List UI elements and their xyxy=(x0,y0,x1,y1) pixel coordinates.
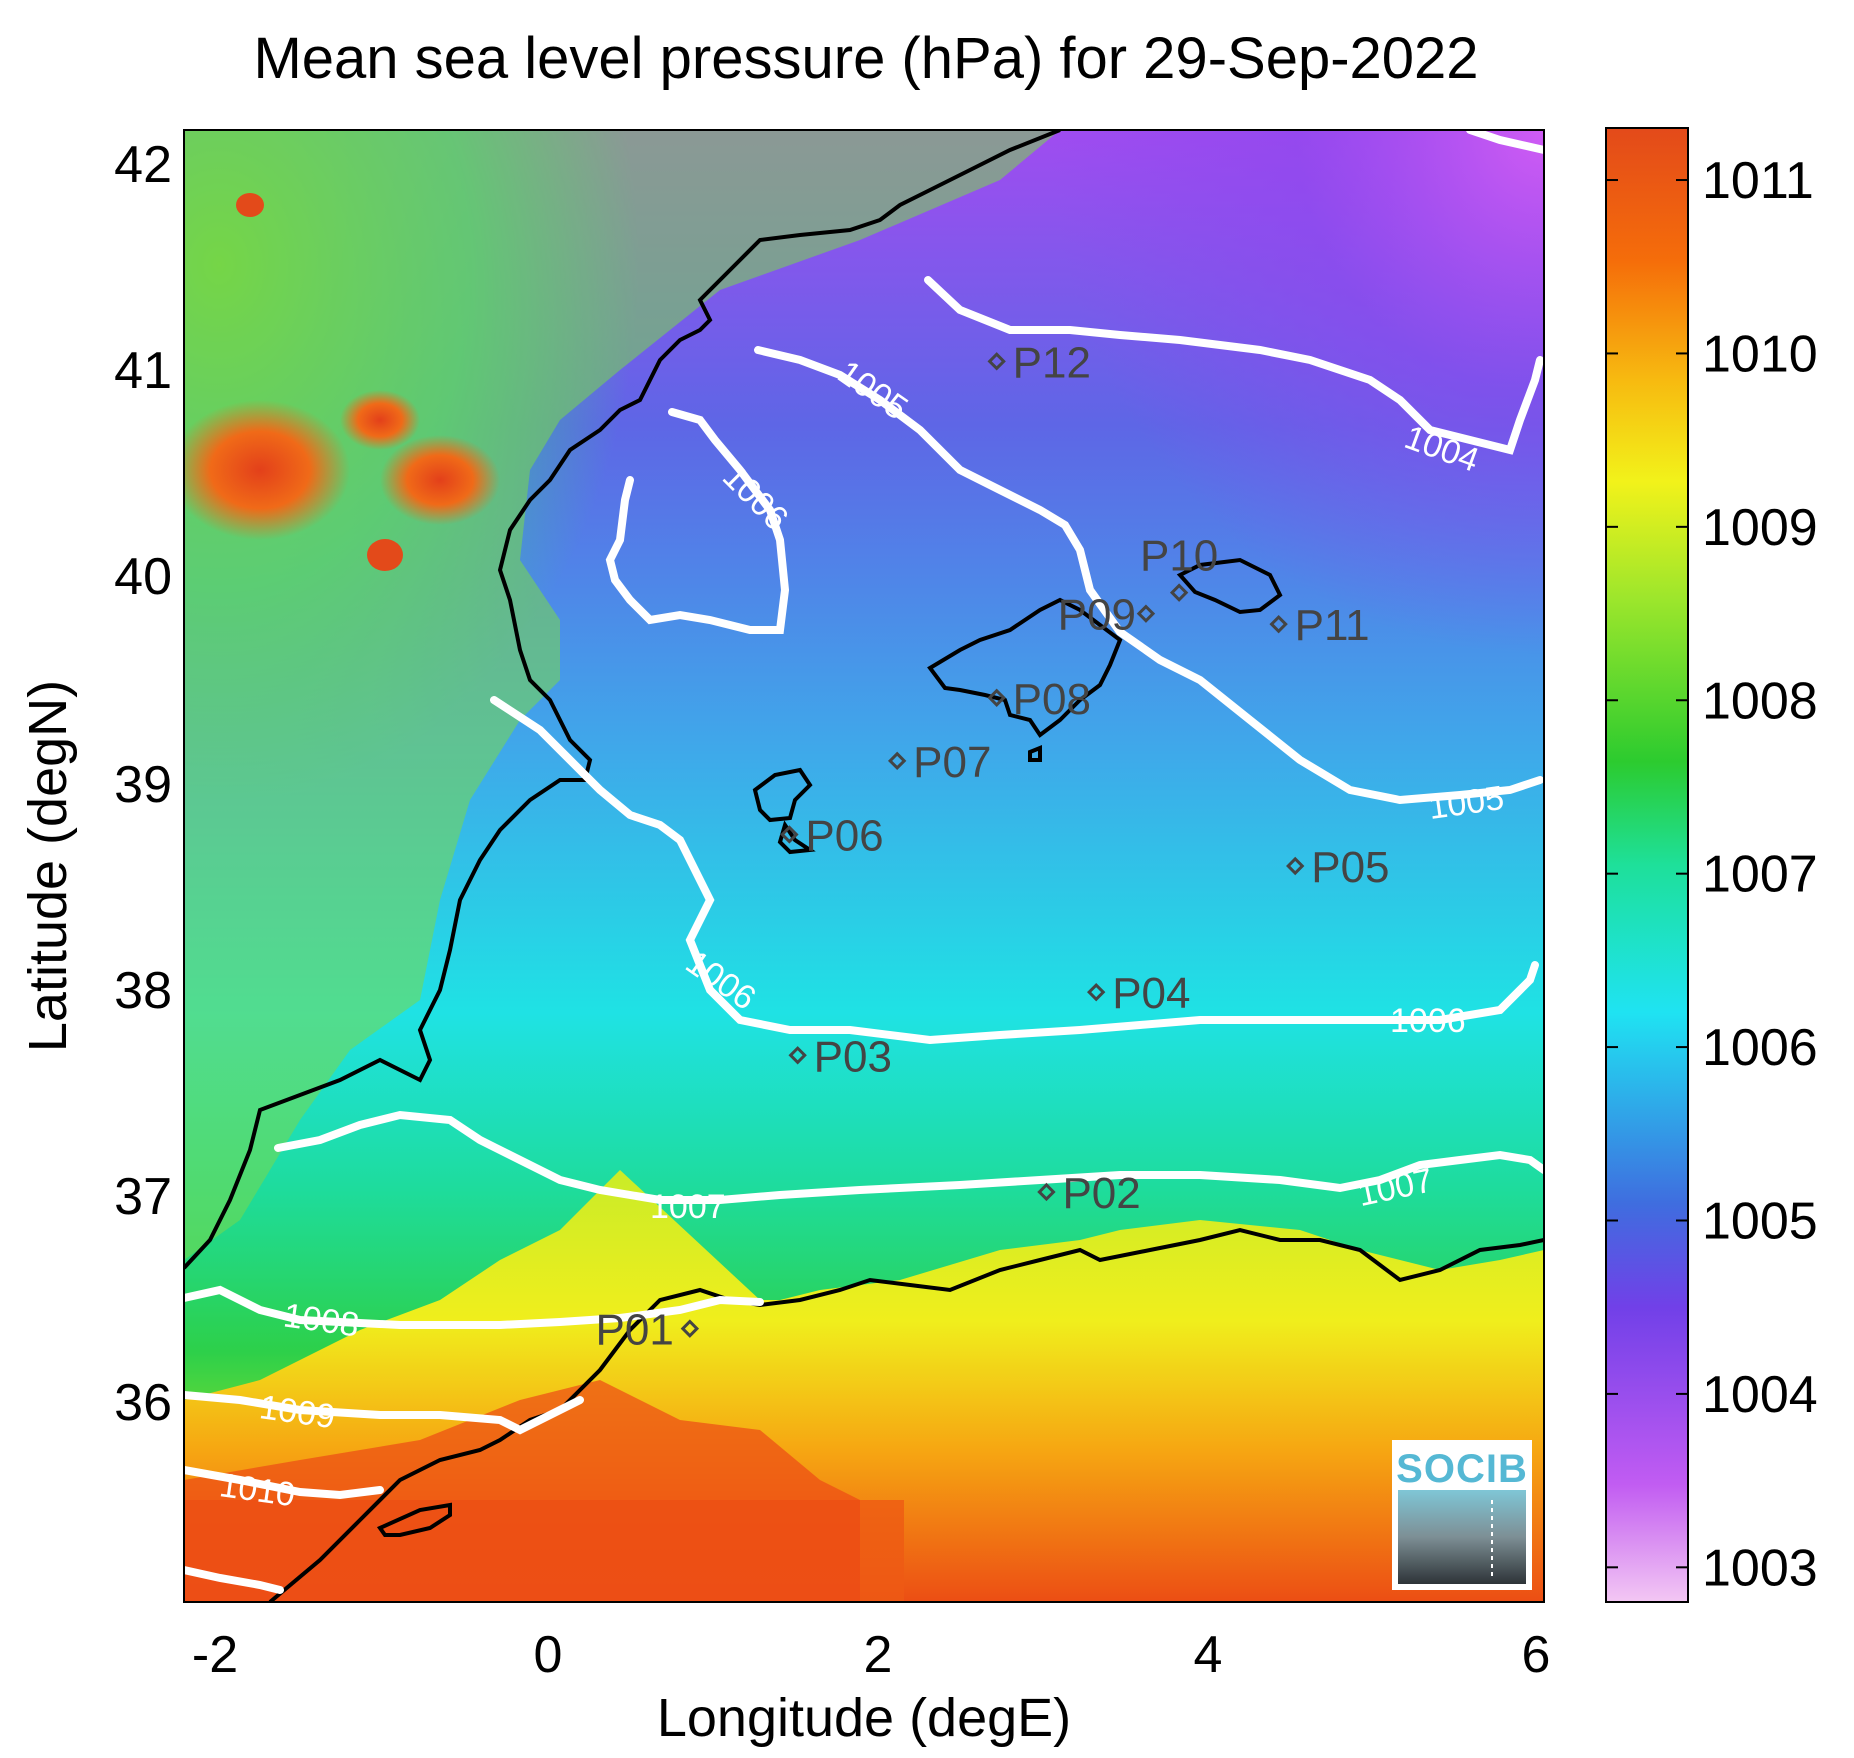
station-marker xyxy=(987,352,1006,371)
station-marker xyxy=(788,1046,807,1065)
station-marker xyxy=(1286,856,1305,876)
isobar-1007 xyxy=(274,1110,1544,1204)
isobar-1004b xyxy=(1466,130,1544,154)
y-axis: 42 41 40 39 38 37 36 Latitude (degN) xyxy=(18,136,172,1432)
isobar-1009 xyxy=(184,1391,584,1435)
station-marker xyxy=(887,751,907,771)
station-label: P01 xyxy=(596,1306,674,1355)
station-marker xyxy=(1037,1182,1056,1202)
isobar-1004 xyxy=(924,276,1544,455)
high-pressure-cell-5 xyxy=(236,193,264,217)
contour-label-1007-west: 1007 xyxy=(650,1188,726,1226)
isobar-1008 xyxy=(184,1285,764,1329)
y-axis-label: Latitude (degN) xyxy=(18,680,78,1052)
colorbar-tick-label: 1011 xyxy=(1702,152,1814,210)
x-tick-label: 2 xyxy=(864,1626,893,1684)
plot-frame xyxy=(183,129,1545,1603)
x-axis-label: Longitude (degE) xyxy=(657,1688,1071,1748)
x-axis: -2 0 2 4 6 Longitude (degE) xyxy=(192,1626,1551,1748)
isobar-1010 xyxy=(184,1466,384,1500)
station-label: P03 xyxy=(814,1032,892,1081)
station-marker xyxy=(1136,604,1156,623)
x-tick-label: 6 xyxy=(1522,1626,1551,1684)
station-marker xyxy=(1169,583,1189,602)
x-tick-label: -2 xyxy=(192,1626,238,1684)
station-label: P10 xyxy=(1140,532,1218,581)
y-tick-label: 36 xyxy=(114,1374,172,1432)
colorbar-tick-label: 1009 xyxy=(1702,499,1818,557)
y-tick-label: 40 xyxy=(114,548,172,606)
colorbar-tick-label: 1003 xyxy=(1702,1539,1818,1597)
station-marker xyxy=(1269,614,1288,634)
high-pressure-cell-2 xyxy=(380,435,500,525)
y-tick-label: 37 xyxy=(114,1168,172,1226)
contour-label-1006-east: 1006 xyxy=(1390,1002,1466,1040)
isobar-1006-south xyxy=(490,696,1539,1045)
station-label: P12 xyxy=(1013,338,1091,387)
station-label: P05 xyxy=(1311,843,1389,892)
colorbar-tick-label: 1005 xyxy=(1702,1192,1818,1250)
y-tick-label: 38 xyxy=(114,962,172,1020)
colorbar-tick-label: 1010 xyxy=(1702,325,1818,383)
isobars xyxy=(184,130,1544,1594)
high-pressure-cell-1 xyxy=(184,400,350,540)
socib-logo-text: SOCIB xyxy=(1396,1447,1528,1491)
y-tick-label: 41 xyxy=(114,342,172,400)
map-field: 1004 1005 1005 1006 1006 1006 1007 1007 … xyxy=(184,130,1544,1602)
station-label: P09 xyxy=(1058,591,1136,640)
low-pressure-area xyxy=(884,130,1544,830)
colorbar-tick-label: 1008 xyxy=(1702,672,1818,730)
station-label: P07 xyxy=(913,738,991,787)
y-tick-label: 42 xyxy=(114,136,172,194)
isobar-1011 xyxy=(184,1566,284,1594)
station-label: P02 xyxy=(1062,1169,1140,1218)
colorbar-tick-label: 1007 xyxy=(1702,846,1818,904)
high-pressure-cell-4 xyxy=(367,539,403,571)
socib-logo: SOCIB xyxy=(1392,1440,1532,1590)
isobar-1005-north xyxy=(754,346,1544,805)
station-label: P08 xyxy=(1013,675,1091,724)
x-tick-label: 0 xyxy=(534,1626,563,1684)
station-marker xyxy=(987,688,1006,707)
x-tick-label: 4 xyxy=(1194,1626,1223,1684)
high-pressure-south-2 xyxy=(184,1380,860,1602)
colorbar-gradient xyxy=(1605,127,1689,1603)
isobar-1006-north xyxy=(605,408,790,634)
station-label: P11 xyxy=(1295,601,1370,650)
colorbar-ticks: 1011 1010 1009 1008 1007 1006 1005 1004 1003 xyxy=(1606,152,1818,1597)
y-tick-label: 39 xyxy=(114,756,172,814)
station-label: P06 xyxy=(805,811,883,860)
chart-title: Mean sea level pressure (hPa) for 29-Sep… xyxy=(253,26,1478,91)
station-marker xyxy=(1087,982,1106,1002)
colorbar-tick-label: 1004 xyxy=(1702,1366,1818,1424)
colorbar: 1011 1010 1009 1008 1007 1006 1005 1004 1003 xyxy=(1605,127,1818,1603)
station-marker xyxy=(780,825,799,844)
station-marker xyxy=(680,1319,700,1338)
station-label: P04 xyxy=(1112,969,1190,1018)
colorbar-tick-label: 1006 xyxy=(1702,1019,1818,1077)
high-pressure-cell-3 xyxy=(340,390,420,450)
